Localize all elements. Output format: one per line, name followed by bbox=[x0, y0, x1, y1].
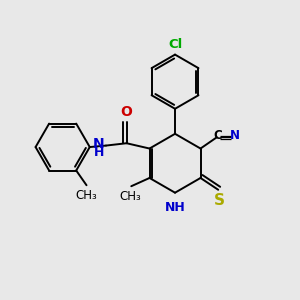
Text: H: H bbox=[94, 146, 104, 159]
Text: O: O bbox=[121, 105, 133, 119]
Text: N: N bbox=[93, 137, 104, 151]
Text: CH₃: CH₃ bbox=[119, 190, 141, 203]
Text: NH: NH bbox=[165, 201, 185, 214]
Text: N: N bbox=[230, 129, 240, 142]
Text: S: S bbox=[214, 193, 225, 208]
Text: C: C bbox=[214, 129, 223, 142]
Text: Cl: Cl bbox=[168, 38, 182, 51]
Text: CH₃: CH₃ bbox=[76, 189, 98, 202]
